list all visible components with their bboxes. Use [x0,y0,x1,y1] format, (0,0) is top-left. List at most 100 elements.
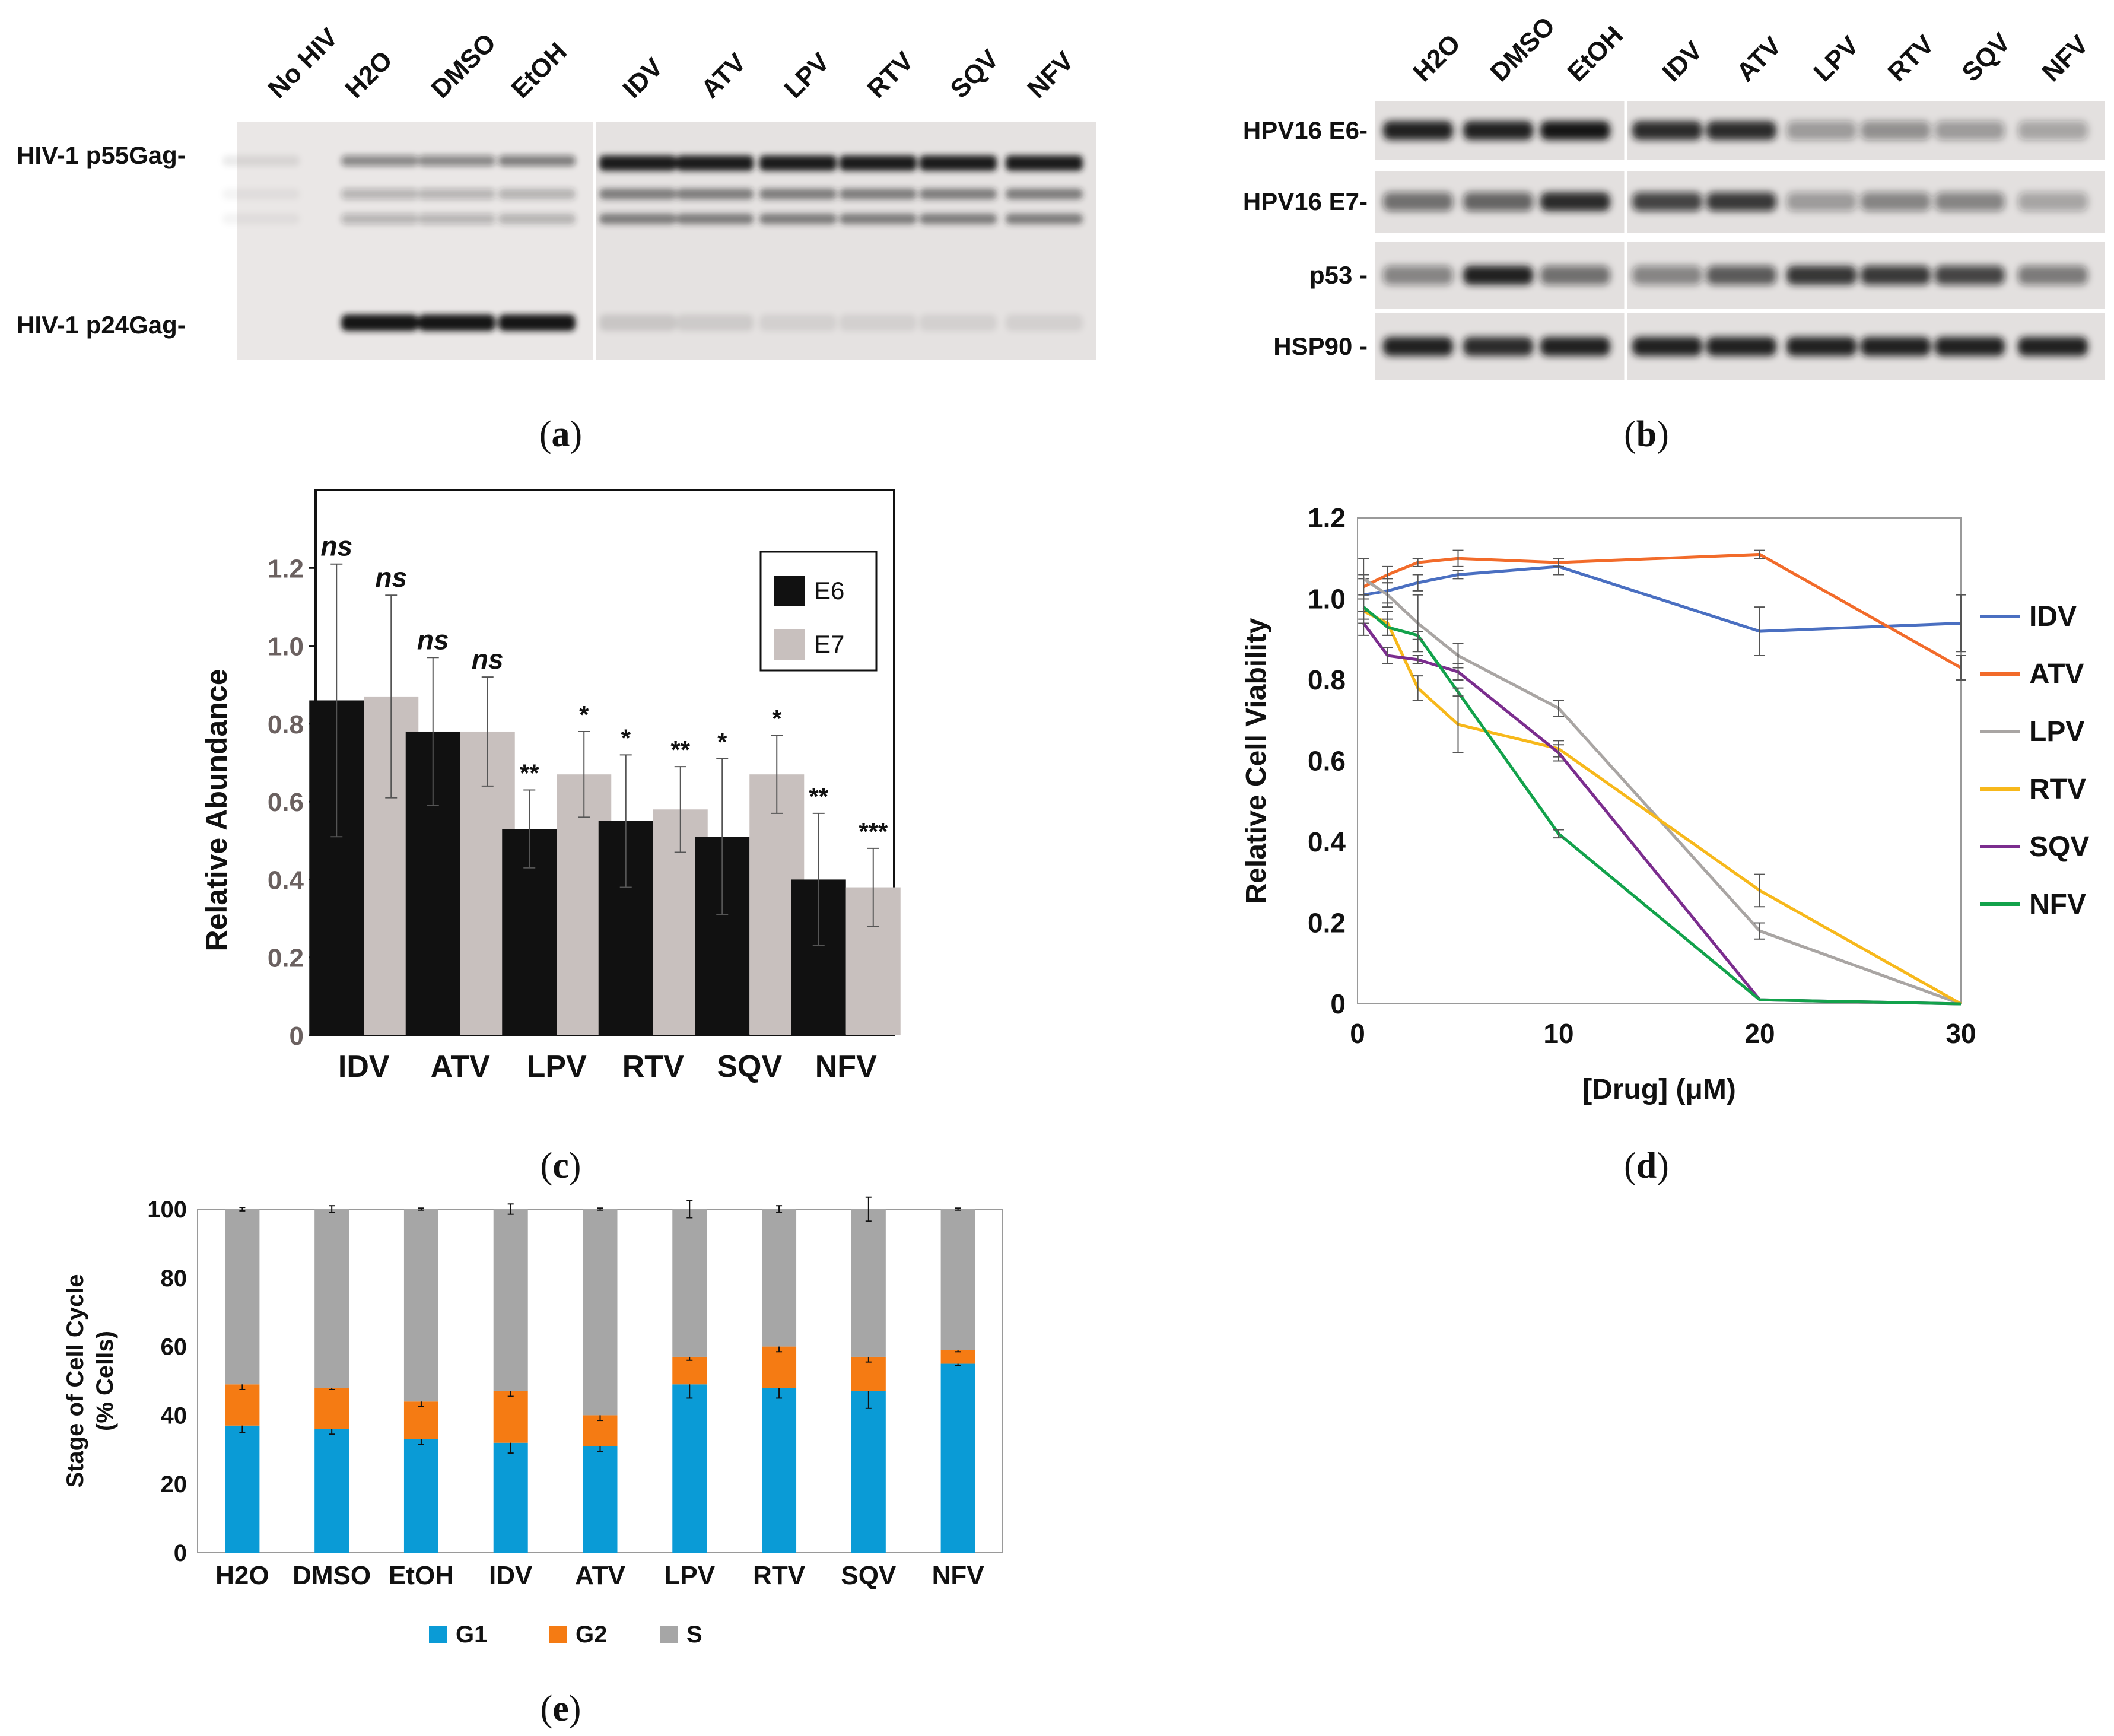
chart-e-xtick-label: EtOH [389,1561,454,1590]
chart-d-series-line [1362,606,1962,1006]
blot-b-band [1463,121,1533,140]
panel-b-letter: (b) [1624,414,1669,454]
blot-b-lane-label: RTV [1882,30,1940,87]
blot-b-band [1540,337,1610,356]
chart-e-bar-segment [762,1346,797,1388]
chart-c-significance: ns [472,644,504,675]
chart-e-xtick-label: LPV [664,1561,715,1590]
chart-e-bar-segment [940,1363,975,1553]
blot-a-band-p55 [840,155,917,171]
blot-a-band-p55 [759,155,837,171]
chart-d-legend-label: ATV [2029,659,2084,690]
chart-c-ytick-label: 0.6 [268,788,304,817]
blot-a-band-p37 [840,214,917,224]
chart-c-xtick-label: SQV [717,1050,782,1084]
chart-c-legend-swatch [774,629,805,660]
blot-a-lane-label: ATV [695,47,752,104]
chart-e-bar-segment [583,1209,618,1416]
blot-b-band [1935,192,2005,211]
chart-e-ylabel: Stage of Cell Cycle [62,1274,88,1487]
chart-c-significance: * [772,705,782,733]
chart-e-ytick-label: 60 [161,1334,187,1360]
blot-b-lane-label: SQV [1956,27,2016,87]
chart-e-ytick-label: 0 [174,1540,187,1566]
blot-b-band [1935,121,2005,140]
blot-a-band-p55 [599,155,676,171]
panel-b: H2O DMSO EtOH IDV ATV LPV RTV SQV NFV HPV16 E6- H… [1243,11,2105,454]
panel-d-letter: (d) [1624,1146,1669,1186]
chart-e-bar-segment [225,1384,260,1426]
blot-a-band-p55 [1006,155,1083,171]
chart-d-ytick-label: 0.8 [1308,664,1346,695]
chart-e-legend-label: G1 [456,1621,487,1648]
chart-d-xtick-label: 20 [1744,1018,1775,1049]
blot-b-band [1463,192,1533,211]
chart-e-legend-swatch [660,1626,678,1643]
chart-e-bar-segment [851,1391,886,1553]
blot-a-band-p37 [498,214,576,224]
blot-a-lane-label: EtOH [506,37,572,104]
chart-c-legend-label: E7 [814,630,844,658]
chart-e-xtick-label: DMSO [293,1561,371,1590]
blot-b-band [1632,266,1702,285]
chart-e-xtick-label: NFV [932,1561,985,1590]
blot-b-row-label: HPV16 E6- [1243,116,1368,144]
blot-a-band-p37 [341,214,418,224]
blot-a-band-p41 [222,189,300,199]
blot-a-lane-label: LPV [778,47,835,104]
chart-d-ylabel: Relative Cell Viability [1241,618,1272,904]
chart-c-xtick-label: ATV [431,1050,490,1084]
blot-a-band-p24 [341,314,418,331]
blot-b-band [1935,266,2005,285]
blot-a-band-p55 [222,155,300,166]
chart-c-legend-swatch [774,576,805,606]
chart-e-bar-segment [672,1356,707,1385]
chart-c-significance: ** [809,783,828,810]
blot-a-band-p24 [1006,314,1083,331]
chart-c-ylabel: Relative Abundance [200,669,233,951]
chart-c-legend-label: E6 [814,577,844,605]
chart-c-significance: * [621,724,631,752]
blot-b-band [1632,192,1702,211]
blot-a-band-p37 [759,214,837,224]
blot-a-band-p24 [920,314,997,331]
chart-e-ytick-label: 80 [161,1266,187,1292]
chart-d-series-line [1362,577,1962,1006]
blot-a-band-p55 [920,155,997,171]
panel-c-letter: (c) [541,1146,581,1186]
blot-b-band [1632,121,1702,140]
blot-b-row-label: HPV16 E7- [1243,187,1368,215]
blot-b-band [1632,337,1702,356]
chart-e-bar-segment [583,1446,618,1553]
blot-a-band-p24 [840,314,917,331]
chart-e-bar-segment [672,1209,707,1357]
blot-b-band [1383,266,1453,285]
blot-a-band-label-p55: HIV-1 p55Gag- [17,141,186,169]
blot-b-lane-label: LPV [1808,30,1865,87]
panel-a-letter: (a) [539,414,582,454]
chart-d-legend-label: NFV [2029,889,2086,920]
blot-b-band [1861,337,1931,356]
blot-b-band [1786,337,1856,356]
chart-c-ytick-label: 1.0 [268,632,304,662]
blot-a-band-p24 [599,314,676,331]
chart-e-bar-segment [225,1209,260,1385]
chart-e-bar-segment [314,1429,349,1553]
blot-b-band [2018,337,2088,356]
blot-b-band [1463,266,1533,285]
chart-e: 0 20 40 60 80 100 Stage of Cell Cycle (% Cells)… [62,1196,1003,1648]
blot-b-band [2018,192,2088,211]
blot-a-band-p24 [498,314,576,331]
chart-e-bar-segment [403,1209,438,1402]
blot-b-band [1935,337,2005,356]
blot-b-band [1706,192,1776,211]
chart-d-xlabel: [Drug] (μM) [1582,1074,1736,1105]
blot-b-band [1706,337,1776,356]
chart-e-bar-segment [672,1384,707,1553]
chart-c-significance: ** [520,759,539,787]
chart-e-legend-label: G2 [576,1621,607,1648]
chart-e-xtick-label: SQV [841,1561,897,1590]
chart-c-significance: * [717,728,727,756]
blot-b-lane-label: H2O [1407,28,1466,87]
